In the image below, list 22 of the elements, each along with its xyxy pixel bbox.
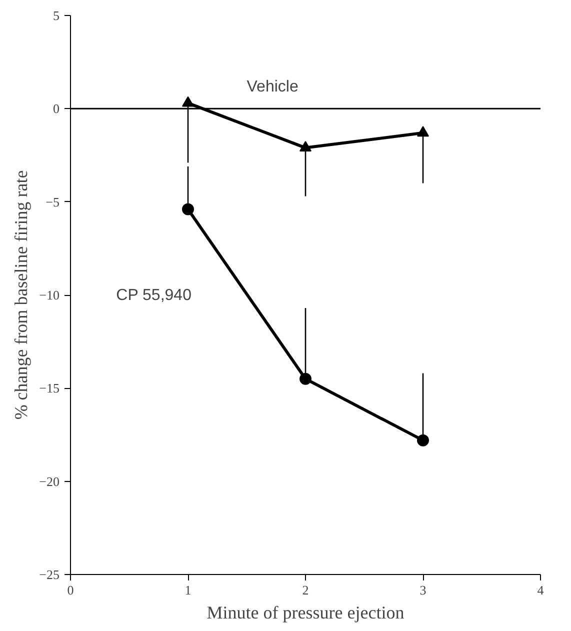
point	[300, 140, 312, 152]
point	[417, 434, 429, 446]
x-axis-title: Minute of pressure ejection	[206, 602, 404, 622]
y-axis-title: % change from baseline firing rate	[11, 170, 32, 420]
x-tick-label: 4	[537, 582, 544, 598]
x-tick-label: 3	[420, 582, 426, 598]
x-tick-label: 0	[67, 582, 74, 598]
point	[417, 126, 429, 137]
y-tick-label: −25	[39, 567, 60, 582]
y-tick-label: −15	[39, 380, 60, 396]
y-tick-label: 5	[53, 8, 60, 23]
series-label: Vehicle	[246, 78, 298, 96]
text: CP 55,940	[116, 287, 192, 304]
point	[300, 372, 312, 385]
y-tick-label: 0	[53, 101, 60, 116]
point	[182, 96, 194, 107]
y-tick-label: −5	[46, 194, 60, 210]
x-tick-label: 1	[184, 582, 192, 598]
point	[182, 203, 194, 216]
x-tick-label: 2	[302, 582, 309, 598]
y-tick-label: −20	[39, 474, 60, 489]
y-tick-label: −10	[39, 288, 60, 302]
